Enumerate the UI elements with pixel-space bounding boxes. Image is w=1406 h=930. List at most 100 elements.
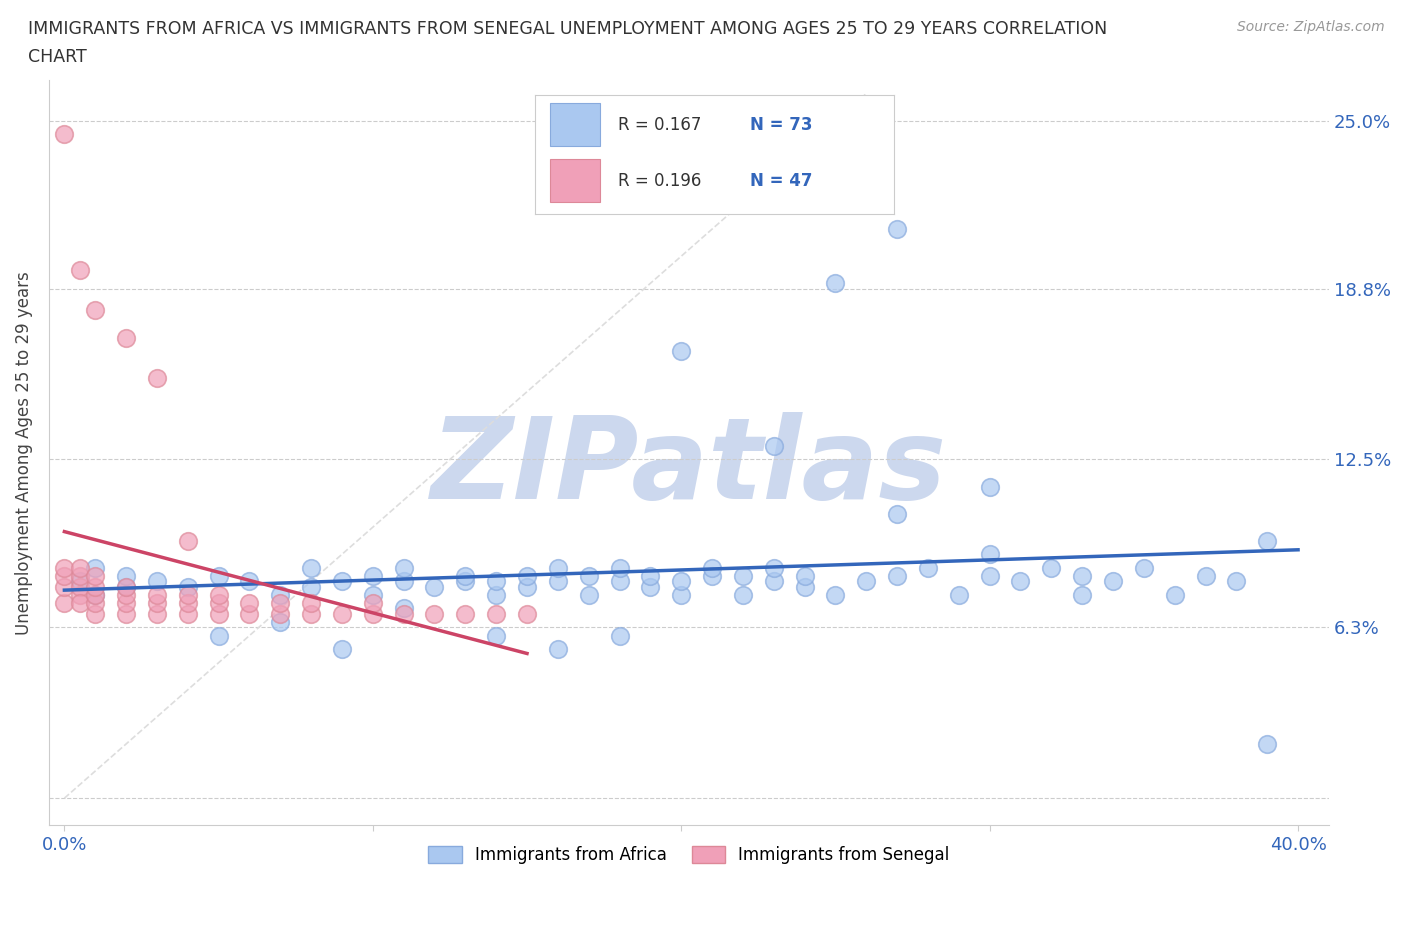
Point [1194,568,1216,583]
Point [115,568,138,583]
Point [269,588,291,603]
Point [115,579,138,594]
Point [69,262,91,277]
Point [609,561,631,576]
Point [485,574,508,589]
Point [547,642,569,657]
Point [1133,561,1156,576]
Point [917,561,939,576]
Point [578,588,600,603]
Point [671,343,693,358]
Text: ZIPatlas: ZIPatlas [430,412,948,523]
Point [516,579,538,594]
Point [330,642,353,657]
Point [547,574,569,589]
Point [1071,588,1094,603]
Point [53,595,76,610]
Point [609,574,631,589]
Point [53,126,76,141]
Point [53,579,76,594]
Point [454,568,477,583]
Point [207,588,229,603]
Point [69,579,91,594]
Point [84,579,107,594]
Point [578,568,600,583]
Point [84,561,107,576]
Point [115,606,138,621]
Text: Source: ZipAtlas.com: Source: ZipAtlas.com [1237,20,1385,34]
Point [69,568,91,583]
Point [423,606,446,621]
Point [177,588,200,603]
Point [69,574,91,589]
Point [454,606,477,621]
Point [793,579,815,594]
Point [516,568,538,583]
Text: IMMIGRANTS FROM AFRICA VS IMMIGRANTS FROM SENEGAL UNEMPLOYMENT AMONG AGES 25 TO : IMMIGRANTS FROM AFRICA VS IMMIGRANTS FRO… [28,20,1108,38]
Point [53,568,76,583]
Point [671,588,693,603]
Point [177,606,200,621]
Point [1256,533,1278,548]
Point [299,595,322,610]
Point [423,579,446,594]
Point [177,533,200,548]
Point [979,479,1001,494]
Point [207,628,229,643]
Point [299,606,322,621]
Point [731,568,754,583]
Point [69,595,91,610]
Point [84,588,107,603]
Point [762,438,785,453]
Point [361,606,384,621]
Point [485,606,508,621]
Point [115,579,138,594]
Point [824,276,846,291]
Point [392,606,415,621]
Point [731,588,754,603]
Point [238,606,260,621]
Point [84,595,107,610]
Point [886,221,908,236]
Legend: Immigrants from Africa, Immigrants from Senegal: Immigrants from Africa, Immigrants from … [422,839,956,870]
Point [824,588,846,603]
Point [1040,561,1063,576]
Text: CHART: CHART [28,48,87,66]
Point [1163,588,1185,603]
Point [979,547,1001,562]
Point [979,568,1001,583]
Point [330,574,353,589]
Point [146,595,169,610]
Point [84,303,107,318]
Point [762,574,785,589]
Point [299,561,322,576]
Point [1102,574,1125,589]
Point [1225,574,1247,589]
Point [207,606,229,621]
Point [361,588,384,603]
Point [1010,574,1032,589]
Point [207,568,229,583]
Point [485,628,508,643]
Point [84,568,107,583]
Point [392,561,415,576]
Point [238,574,260,589]
Y-axis label: Unemployment Among Ages 25 to 29 years: Unemployment Among Ages 25 to 29 years [15,271,32,634]
Point [700,568,723,583]
Point [948,588,970,603]
Point [69,588,91,603]
Point [1071,568,1094,583]
Point [84,588,107,603]
Point [177,579,200,594]
Point [671,574,693,589]
Point [177,595,200,610]
Point [700,561,723,576]
Point [146,606,169,621]
Point [547,561,569,576]
Point [238,595,260,610]
Point [115,595,138,610]
Point [762,561,785,576]
Point [454,574,477,589]
Point [609,628,631,643]
Point [115,330,138,345]
